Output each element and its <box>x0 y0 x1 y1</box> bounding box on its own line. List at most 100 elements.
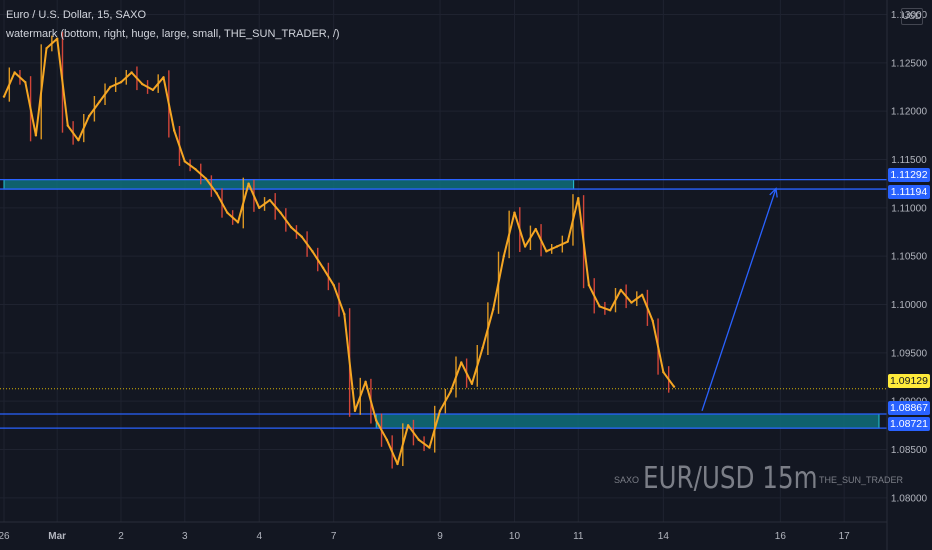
price-point <box>204 177 208 181</box>
price-point <box>438 409 442 413</box>
currency-button[interactable]: USD <box>901 8 923 25</box>
price-point <box>87 114 91 118</box>
y-tick-label: 1.10000 <box>891 300 928 311</box>
price-point <box>651 319 654 323</box>
price-point <box>332 283 335 287</box>
price-point <box>279 211 282 214</box>
price-point <box>428 446 431 449</box>
price-point <box>215 192 218 195</box>
price-tag-zone-top-upper: 1.11292 <box>888 168 930 182</box>
x-tick-label: 7 <box>331 531 337 542</box>
x-tick-label: 2 <box>118 531 124 542</box>
y-tick-label: 1.08500 <box>891 445 928 456</box>
price-point <box>98 100 101 103</box>
price-point <box>672 385 676 388</box>
watermark-left: SAXO <box>614 475 640 485</box>
price-point <box>109 85 112 89</box>
price-point <box>151 88 155 92</box>
price-point <box>598 305 601 308</box>
price-point <box>119 80 123 84</box>
projection-arrow[interactable] <box>701 187 778 412</box>
grid <box>0 0 887 522</box>
study-legend[interactable]: watermark (bottom, right, huge, large, s… <box>6 28 340 40</box>
support-zone[interactable] <box>375 413 880 429</box>
price-point <box>300 235 303 239</box>
levels[interactable] <box>0 178 887 429</box>
price-point <box>24 80 27 84</box>
x-tick-label: 3 <box>182 531 188 542</box>
watermark-center: EUR/USD 15m <box>643 461 818 496</box>
y-tick-label: 1.12500 <box>891 58 928 69</box>
price-point <box>502 254 506 258</box>
x-tick-label: 17 <box>839 531 851 542</box>
price-point <box>130 71 133 74</box>
price-point <box>258 206 261 210</box>
x-tick-label: 26 <box>0 531 10 542</box>
price-point <box>470 382 474 385</box>
price-tag-zone-bottom-upper: 1.08867 <box>888 401 930 415</box>
price-point <box>194 167 197 171</box>
x-tick-label: 9 <box>437 531 443 542</box>
price-point <box>247 182 250 185</box>
x-tick-label: 4 <box>256 531 262 542</box>
x-tick-label: 14 <box>658 531 670 542</box>
x-tick-label: Mar <box>48 531 66 542</box>
price-tag-zone-bottom-lower: 1.08721 <box>888 417 930 431</box>
price-point <box>311 250 314 253</box>
price-point <box>353 409 357 413</box>
y-tick-label: 1.10500 <box>891 252 928 263</box>
price-point <box>577 196 580 200</box>
price-point <box>66 124 70 127</box>
price-tag-last: 1.09129 <box>888 374 930 388</box>
price-point <box>566 240 569 243</box>
price-point <box>449 390 452 393</box>
y-tick-label: 1.08000 <box>891 493 928 504</box>
price-point <box>513 211 516 214</box>
y-tick-label: 1.11000 <box>891 203 927 214</box>
price-point <box>321 266 325 269</box>
arrow-head <box>769 187 778 198</box>
price-point <box>375 419 378 422</box>
symbol-title[interactable]: Euro / U.S. Dollar, 15, SAXO <box>6 9 147 21</box>
price-point <box>481 346 484 350</box>
price-point <box>236 221 240 224</box>
price-point <box>460 361 463 364</box>
price-point <box>523 245 527 248</box>
price-point <box>172 129 176 132</box>
price-point <box>640 293 644 297</box>
price-point <box>492 308 495 311</box>
price-point <box>183 160 186 163</box>
price-line <box>3 37 675 465</box>
zones[interactable] <box>3 179 880 429</box>
price-point <box>396 462 399 466</box>
y-tick-label: 1.11500 <box>891 155 927 166</box>
y-tick-label: 1.12000 <box>891 107 928 118</box>
y-tick-label: 1.13000 <box>891 10 928 21</box>
price-point <box>545 250 548 253</box>
price-point <box>226 211 229 214</box>
price-series <box>2 31 676 469</box>
y-tick-label: 1.09500 <box>891 348 928 359</box>
price-point <box>630 301 633 304</box>
price-point <box>417 438 420 442</box>
price-point <box>406 424 410 427</box>
price-point <box>162 76 165 79</box>
price-tag-zone-top-lower: 1.11194 <box>888 185 930 199</box>
price-point <box>343 312 346 316</box>
x-tick-label: 16 <box>775 531 787 542</box>
price-point <box>55 37 59 40</box>
price-point <box>289 225 293 229</box>
arrow-line[interactable] <box>701 188 777 412</box>
price-point <box>587 283 591 287</box>
price-point <box>268 198 272 202</box>
price-point <box>364 380 367 384</box>
price-point <box>555 245 559 248</box>
resistance-zone[interactable] <box>3 179 575 190</box>
price-point <box>534 227 537 231</box>
price-point <box>662 370 665 374</box>
x-tick-label: 11 <box>573 531 584 542</box>
price-point <box>385 438 389 442</box>
price-point <box>2 95 6 98</box>
